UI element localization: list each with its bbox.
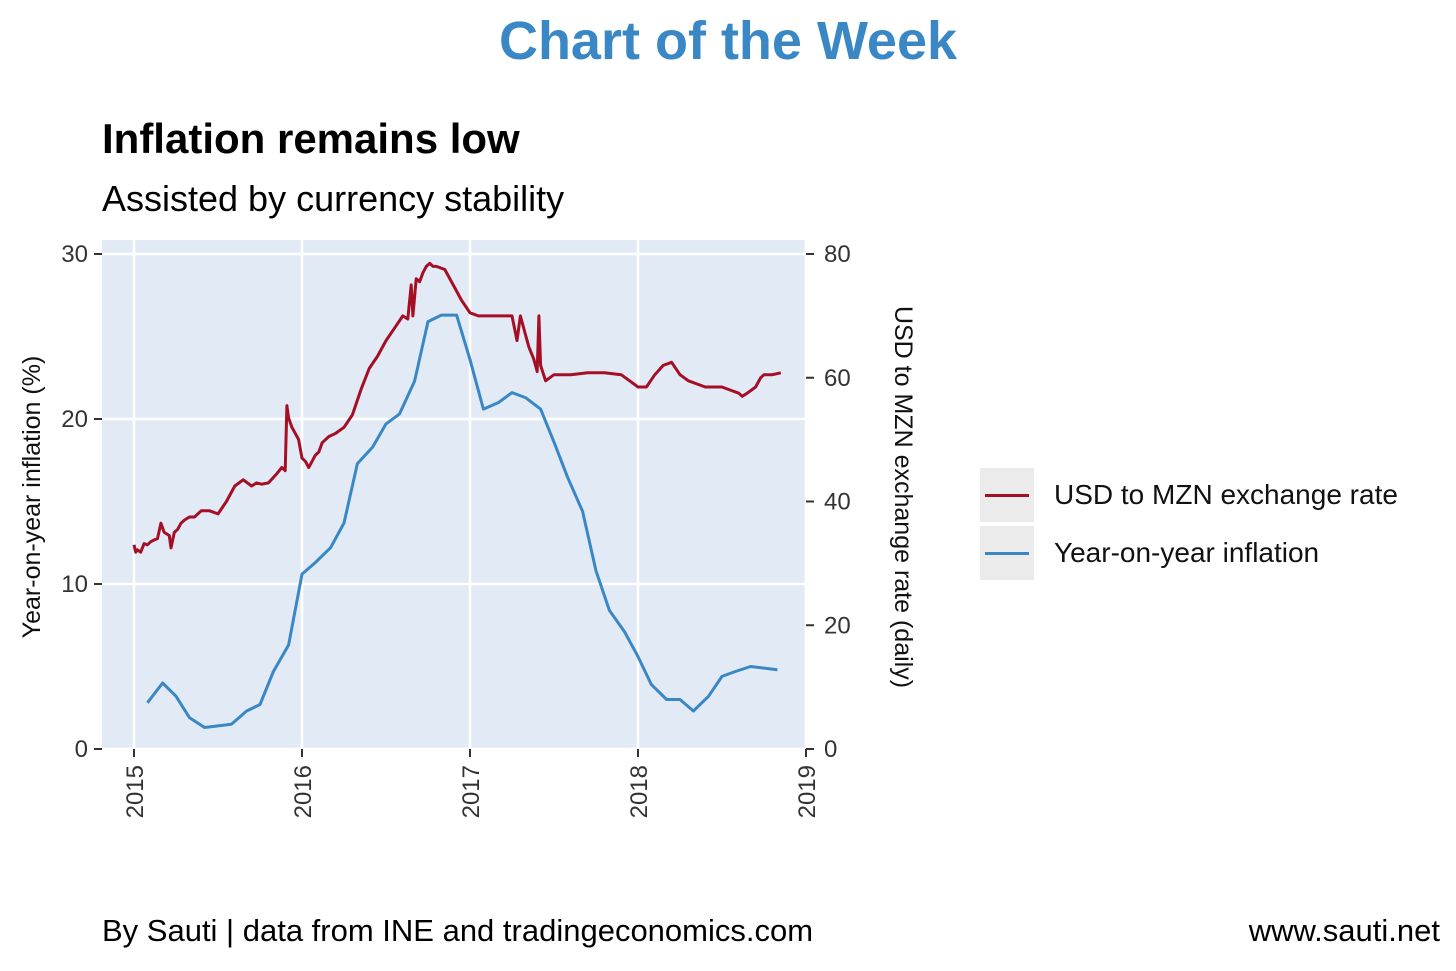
- legend-label-exchange: USD to MZN exchange rate: [1054, 479, 1398, 510]
- legend: USD to MZN exchange rate Year-on-year in…: [980, 466, 1398, 582]
- legend-key-inflation: [980, 526, 1034, 580]
- y-tick-label-left: 30: [61, 241, 88, 268]
- y-tick-label-right: 20: [824, 612, 851, 639]
- legend-label-inflation: Year-on-year inflation: [1054, 537, 1320, 568]
- x-tick-label: 2019: [794, 765, 821, 818]
- y-axis-label-right: USD to MZN exchange rate (daily): [889, 306, 917, 688]
- x-tick-label: 2017: [458, 765, 485, 818]
- plot-panel: [102, 240, 806, 749]
- x-tick-label: 2018: [626, 765, 653, 818]
- y-tick-label-left: 0: [75, 736, 88, 763]
- legend-key-exchange: [980, 468, 1034, 522]
- x-tick-label: 2016: [290, 765, 317, 818]
- y-axis-label-left: Year-on-year inflation (%): [18, 356, 46, 639]
- chart-title: Inflation remains low: [102, 115, 520, 162]
- series-line-exchange-rate: [132, 261, 782, 554]
- x-tick-label: 2015: [122, 765, 149, 818]
- chart-subtitle: Assisted by currency stability: [102, 178, 565, 219]
- legend-swatch-exchange: [985, 494, 1029, 497]
- gridlines: [102, 240, 808, 751]
- y-tick-label-right: 0: [824, 736, 837, 763]
- footer-source: By Sauti | data from INE and tradingecon…: [102, 913, 814, 948]
- footer-website: www.sauti.net: [1248, 913, 1440, 948]
- legend-item-inflation: Year-on-year inflation: [980, 524, 1398, 582]
- legend-swatch-inflation: [985, 552, 1029, 555]
- legend-item-exchange: USD to MZN exchange rate: [980, 466, 1398, 524]
- y-tick-label-right: 80: [824, 241, 851, 268]
- y-tick-label-left: 10: [61, 571, 88, 598]
- series-line-inflation: [146, 313, 778, 729]
- page-header-title: Chart of the Week: [498, 11, 958, 71]
- y-tick-label-right: 60: [824, 365, 851, 392]
- series-layer: [132, 261, 782, 729]
- y-tick-label-left: 20: [61, 406, 88, 433]
- y-tick-label-right: 40: [824, 489, 851, 516]
